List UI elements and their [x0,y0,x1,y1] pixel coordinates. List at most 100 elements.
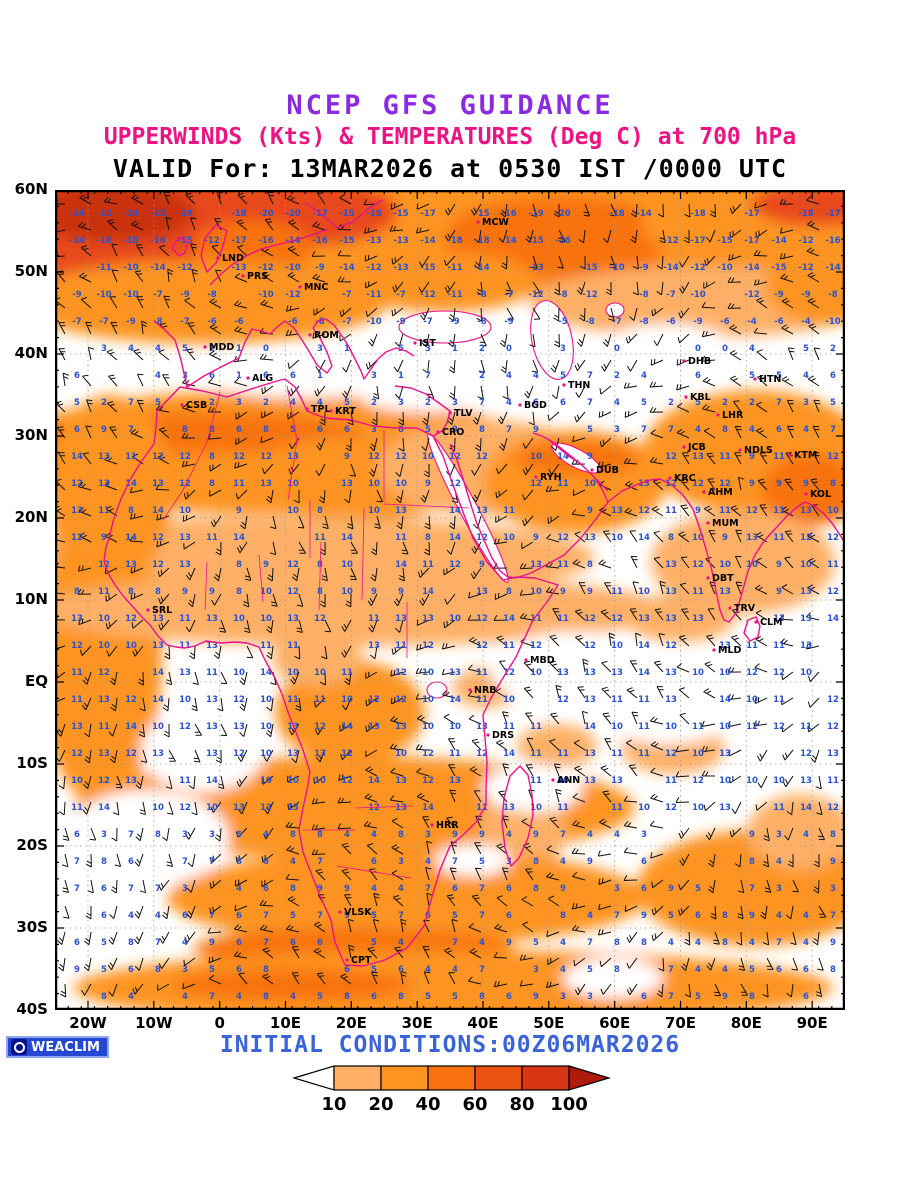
temp-value: 13 [179,533,191,543]
temp-value: -17 [420,209,435,219]
temp-value: 8 [101,992,107,1002]
colorbar-label-100: 100 [550,1094,588,1115]
temp-value: 10 [152,803,164,813]
temp-value: 9 [776,587,782,597]
temp-value: 12 [125,695,137,705]
temp-value: 10 [557,776,569,786]
temp-value: 13 [584,776,596,786]
temperature-shade-blob [55,574,670,646]
temp-value: 9 [479,830,485,840]
temp-value: 11 [98,506,110,516]
temp-value: 13 [611,506,623,516]
temp-value: 11 [71,803,83,813]
temp-value: 10 [368,479,380,489]
temp-value: 14 [206,776,218,786]
temp-value: 11 [530,722,542,732]
temp-value: -8 [558,290,568,300]
temp-value: 4 [506,398,512,408]
temperature-shade-blob [563,958,663,998]
temp-value: 1 [317,371,323,381]
temp-value: 6 [344,965,350,975]
temp-value: 12 [233,749,245,759]
temp-value: 8 [263,425,269,435]
temp-value: 10 [746,560,758,570]
temp-value: 12 [71,641,83,651]
temp-value: 11 [719,506,731,516]
temp-value: 14 [395,560,407,570]
temp-value: 8 [128,506,134,516]
station-label: JCB [687,442,706,453]
temp-value: 11 [287,695,299,705]
temp-value: 10 [71,776,83,786]
colorbar-segment [427,1065,476,1091]
temp-value: 12 [233,452,245,462]
sea-shape [398,310,492,344]
temp-value: 13 [341,479,353,489]
station-marker [706,576,710,580]
station-marker [738,448,742,452]
temp-value: 11 [665,776,677,786]
temp-value: 13 [665,587,677,597]
temp-value: -18 [231,209,246,219]
temp-value: 12 [71,479,83,489]
temp-value: 6 [317,938,323,948]
temp-value: 14 [422,587,434,597]
temp-value: 13 [395,803,407,813]
temp-value: 13 [206,749,218,759]
temp-value: 10 [719,560,731,570]
temp-value: 7 [749,884,755,894]
temp-value: 5 [344,398,350,408]
x-axis-label-90E: 90E [796,1014,828,1032]
temp-value: 12 [449,479,461,489]
temp-value: 12 [719,479,731,489]
temp-value: 8 [641,938,647,948]
temperature-shade-blob [595,676,739,744]
temp-value: -11 [447,263,462,273]
temperature-shade-blob [272,630,362,686]
colorbar-label-80: 80 [509,1094,535,1115]
temp-value: 7 [209,992,215,1002]
temp-value: 11 [287,641,299,651]
temp-value: 10 [449,614,461,624]
temp-value: 4 [128,911,134,921]
temp-value: -13 [528,263,543,273]
temp-value: -9 [693,317,703,327]
temp-value: 10 [503,533,515,543]
temp-value: 4 [695,938,701,948]
temp-value: 10 [422,452,434,462]
temp-value: -12 [744,290,759,300]
temp-value: 12 [584,614,596,624]
temp-value: 9 [776,560,782,570]
temp-value: 10 [98,614,110,624]
temperature-shade-blob [597,324,737,380]
station-label: KOL [810,489,831,500]
sea-shape [426,681,448,699]
temp-value: 10 [233,614,245,624]
station-label: AHM [708,487,733,498]
coastline [153,318,451,437]
temp-value: 14 [125,479,137,489]
temp-value: 9 [587,452,593,462]
temp-value: 9 [533,830,539,840]
temp-value: 12 [125,749,137,759]
x-axis-label-30E: 30E [401,1014,433,1032]
y-axis-label-30N: 30N [14,426,48,444]
temp-value: 10 [719,722,731,732]
temp-value: 9 [587,506,593,516]
temp-value: 10 [287,506,299,516]
station-label: BGD [524,400,547,411]
temp-value: 5 [587,425,593,435]
temp-value: 10 [395,749,407,759]
temp-value: 2 [668,398,674,408]
temp-value: 11 [71,695,83,705]
temp-value: 12 [341,749,353,759]
temp-value: 8 [830,830,836,840]
station-label: ANN [557,775,580,786]
title-block: NCEP GFS GUIDANCE UPPERWINDS (Kts) & TEM… [0,88,900,185]
temp-value: 4 [533,371,539,381]
temp-value: 9 [317,884,323,894]
temp-value: 14 [98,803,110,813]
temp-value: 8 [290,830,296,840]
temp-value: 3 [830,884,836,894]
station-marker [706,521,710,525]
